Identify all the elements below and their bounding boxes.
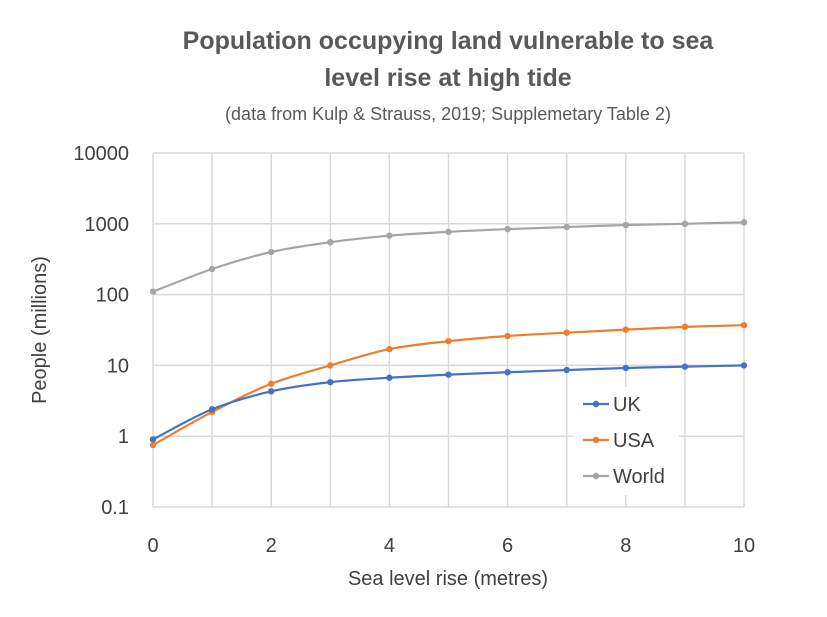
- world-point: [149, 288, 157, 295]
- uk-point: [445, 371, 452, 378]
- uk-point: [268, 388, 275, 395]
- usa-point: [563, 329, 570, 336]
- legend: UK USA World: [573, 387, 679, 495]
- legend-label-world: World: [613, 466, 665, 488]
- axis-tick-labels: 0 2 4 6 8 10 0.1 1 10 100 1000 10000: [73, 143, 755, 557]
- uk-point: [681, 363, 689, 370]
- chart-title-line-2: level rise at high tide: [324, 64, 571, 92]
- series-world: [149, 219, 748, 295]
- y-tick-label: 1000: [85, 214, 130, 236]
- y-tick-label: 1: [118, 426, 129, 448]
- uk-point: [504, 369, 511, 376]
- x-axis-label: Sea level rise (metres): [348, 568, 548, 590]
- usa-point: [386, 345, 393, 353]
- world-point: [681, 220, 689, 227]
- world-point: [563, 223, 570, 231]
- y-axis-label: People (millions): [29, 256, 51, 404]
- y-tick-label: 10: [107, 355, 129, 377]
- usa-point: [149, 441, 157, 449]
- legend-marker-world: [592, 472, 600, 480]
- series-usa: [149, 321, 748, 449]
- legend-marker-usa: [592, 436, 600, 444]
- series-layer: [149, 219, 748, 449]
- usa-point: [622, 326, 629, 333]
- uk-point: [149, 436, 157, 443]
- usa-point: [268, 380, 275, 387]
- uk-point: [208, 406, 216, 413]
- usa-point: [445, 337, 452, 345]
- chart-subtitle: (data from Kulp & Strauss, 2019; Supplem…: [225, 104, 671, 124]
- x-tick-label: 10: [733, 535, 755, 557]
- legend-marker-uk: [592, 400, 600, 408]
- usa-point: [740, 321, 748, 329]
- world-point: [445, 228, 452, 236]
- uk-point: [563, 366, 570, 374]
- legend-label-usa: USA: [613, 430, 655, 452]
- world-point: [504, 225, 511, 233]
- x-tick-label: 2: [266, 535, 277, 557]
- world-point: [622, 221, 629, 229]
- legend-item-usa: USA: [583, 430, 655, 452]
- x-tick-label: 0: [147, 535, 158, 557]
- world-point: [208, 265, 216, 273]
- legend-item-uk: UK: [583, 394, 641, 416]
- uk-point: [386, 374, 393, 381]
- uk-point: [740, 362, 748, 369]
- x-tick-label: 8: [620, 535, 631, 557]
- legend-item-world: World: [583, 466, 665, 488]
- uk-point: [327, 378, 334, 386]
- y-tick-label: 10000: [73, 143, 129, 165]
- usa-point: [504, 332, 511, 340]
- world-point: [386, 232, 393, 239]
- y-tick-label: 100: [96, 285, 129, 307]
- x-tick-label: 6: [502, 535, 513, 557]
- world-point: [268, 248, 275, 256]
- usa-point: [681, 323, 689, 331]
- world-point: [740, 219, 748, 226]
- uk-point: [622, 364, 629, 372]
- legend-label-uk: UK: [613, 394, 641, 416]
- x-tick-label: 4: [384, 535, 395, 557]
- usa-point: [327, 362, 334, 369]
- y-tick-label: 0.1: [101, 497, 129, 519]
- series-uk: [149, 362, 748, 443]
- world-point: [327, 238, 334, 246]
- chart-title-line-1: Population occupying land vulnerable to …: [183, 27, 715, 55]
